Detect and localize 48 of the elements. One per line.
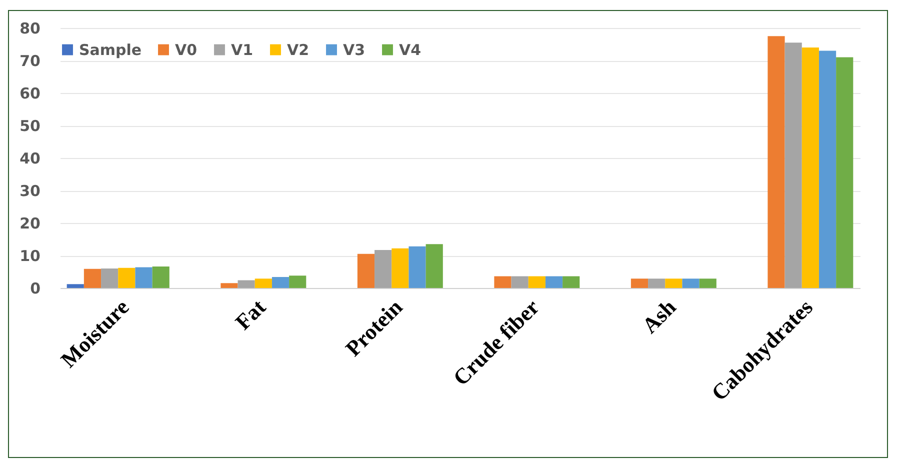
bar <box>528 276 546 288</box>
bar <box>101 268 118 288</box>
x-tick-label: Ash <box>637 294 681 338</box>
bar <box>374 250 392 288</box>
legend-label: V4 <box>399 40 422 59</box>
bar <box>426 244 443 288</box>
legend-label: V2 <box>287 40 310 59</box>
x-tick-label: Fat <box>230 294 271 335</box>
bar <box>238 280 255 288</box>
y-tick-label: 0 <box>30 280 40 298</box>
y-tick-label: 60 <box>20 84 40 102</box>
bar <box>84 268 102 288</box>
bar <box>357 254 375 288</box>
legend-label: V0 <box>175 40 198 59</box>
y-tick-label: 20 <box>20 214 40 232</box>
bar <box>648 278 666 288</box>
bar <box>699 278 716 288</box>
bar <box>220 283 238 288</box>
bar <box>818 50 836 288</box>
y-tick-label: 80 <box>20 20 40 38</box>
y-tick-label: 30 <box>20 182 40 200</box>
legend-label: Sample <box>79 40 142 59</box>
bar <box>836 57 854 288</box>
bar <box>665 278 682 288</box>
bar <box>289 276 306 288</box>
bar <box>66 284 84 288</box>
y-tick-label: 40 <box>20 150 40 168</box>
bar <box>254 278 272 288</box>
y-tick-label: 50 <box>20 117 40 135</box>
bar <box>511 276 528 288</box>
bar <box>408 246 426 288</box>
bar <box>802 48 819 288</box>
legend-label: V3 <box>343 40 366 59</box>
bar <box>630 278 648 288</box>
bar <box>545 276 563 288</box>
y-tick-label: 70 <box>20 52 40 70</box>
bar <box>784 42 802 288</box>
bar <box>152 266 170 288</box>
bar <box>272 276 290 288</box>
bar <box>392 248 409 288</box>
bar <box>494 276 512 288</box>
bar <box>682 278 700 288</box>
bar <box>562 276 580 288</box>
y-tick-label: 10 <box>20 247 40 265</box>
bar <box>135 267 152 288</box>
bar <box>118 268 136 288</box>
legend-label: V1 <box>231 40 254 59</box>
bar <box>768 36 785 288</box>
